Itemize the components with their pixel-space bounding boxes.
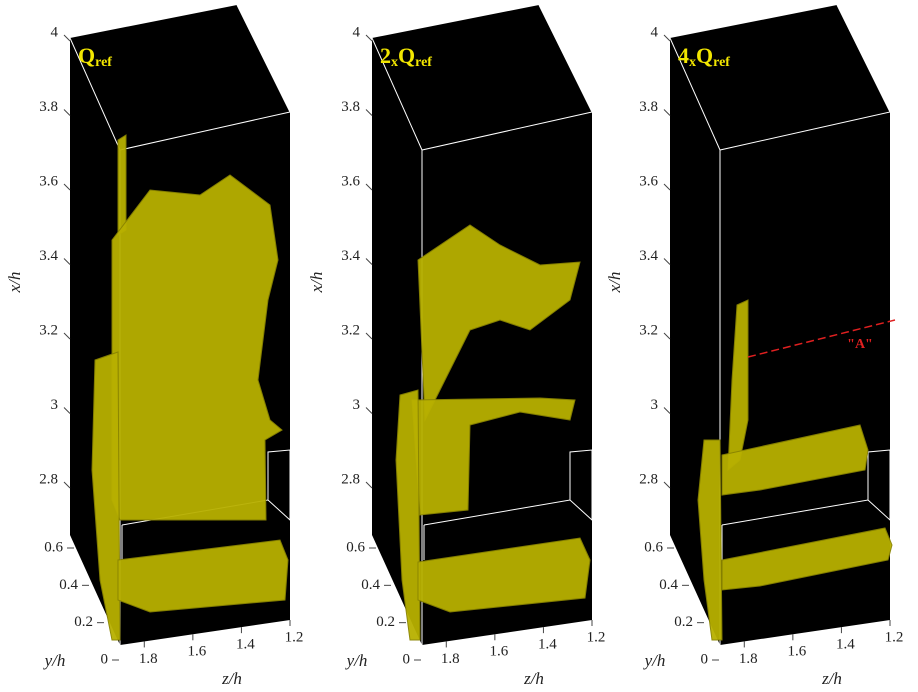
y-tick-label: 0.6 xyxy=(44,539,63,555)
x-tick-label: 4 xyxy=(353,24,361,40)
x-tick-label: 3.8 xyxy=(639,99,658,115)
x-tick-label: 2.8 xyxy=(39,471,58,487)
z-tick-label: 1.2 xyxy=(587,629,606,645)
z-tick-label: 1.8 xyxy=(139,651,158,667)
z-tick-label: 1.6 xyxy=(787,644,806,660)
z-axis-label: z/h xyxy=(221,669,242,688)
x-tick-label: 3.4 xyxy=(341,248,360,264)
label-part: x xyxy=(391,55,398,70)
x-tick xyxy=(664,259,670,265)
y-tick-label: 0 xyxy=(101,651,109,667)
x-tick xyxy=(664,184,670,190)
x-tick-label: 3 xyxy=(651,397,659,413)
z-tick-label: 1.6 xyxy=(187,644,206,660)
x-tick xyxy=(64,110,70,116)
z-tick-label: 1.2 xyxy=(285,629,304,645)
label-part: ref xyxy=(713,55,730,70)
x-tick xyxy=(664,110,670,116)
label-part: 4 xyxy=(678,43,689,68)
x-tick-label: 3.6 xyxy=(639,173,658,189)
y-tick-label: 0.2 xyxy=(376,614,395,630)
x-tick xyxy=(366,482,372,488)
x-tick xyxy=(64,184,70,190)
annotation: "A" xyxy=(847,337,873,352)
y-tick-label: 0.2 xyxy=(74,614,93,630)
isosurface xyxy=(396,390,420,640)
x-tick-label: 4 xyxy=(651,24,659,40)
x-tick xyxy=(664,482,670,488)
z-tick-label: 1.8 xyxy=(441,651,460,667)
y-tick-label: 0.4 xyxy=(59,577,78,593)
y-axis-label: y/h xyxy=(345,651,368,670)
x-tick xyxy=(366,333,372,339)
label-part: Q xyxy=(78,43,95,68)
x-tick xyxy=(366,184,372,190)
label-part: ref xyxy=(95,55,112,70)
y-tick-label: 0 xyxy=(403,651,411,667)
isosurface xyxy=(118,135,126,235)
x-tick xyxy=(64,333,70,339)
x-tick-label: 2.8 xyxy=(341,471,360,487)
x-tick-label: 3.2 xyxy=(639,322,658,338)
y-axis-label: y/h xyxy=(43,651,66,670)
panel: 2.8 3 3.2 3.4 3.6 3.8 4 0 0.2 0.4 0.6 1.8 1.6 1.4 1.2 x… xyxy=(5,5,303,688)
x-tick xyxy=(664,35,670,41)
x-tick-label: 3.2 xyxy=(39,322,58,338)
y-tick-label: 0.2 xyxy=(674,614,693,630)
z-tick-label: 1.4 xyxy=(538,637,557,653)
label-part: Q xyxy=(398,43,415,68)
isosurface xyxy=(698,440,722,640)
x-tick xyxy=(64,482,70,488)
x-tick-label: 3.6 xyxy=(39,173,58,189)
z-tick-label: 1.4 xyxy=(236,637,255,653)
x-tick-label: 3.8 xyxy=(341,99,360,115)
label-part: ref xyxy=(415,55,432,70)
z-tick-label: 1.8 xyxy=(739,651,758,667)
x-tick-label: 2.8 xyxy=(639,471,658,487)
x-tick xyxy=(64,259,70,265)
x-tick xyxy=(64,35,70,41)
y-tick-label: 0.4 xyxy=(659,577,678,593)
x-tick xyxy=(366,408,372,414)
x-tick-label: 3.4 xyxy=(639,248,658,264)
label-part: Q xyxy=(696,43,713,68)
x-tick xyxy=(64,408,70,414)
z-tick-label: 1.4 xyxy=(836,637,855,653)
y-tick-label: 0 xyxy=(701,651,709,667)
z-tick-label: 1.6 xyxy=(489,644,508,660)
isosurface xyxy=(92,352,120,640)
x-axis-label: x/h xyxy=(5,272,24,294)
figure: 2.8 3 3.2 3.4 3.6 3.8 4 0 0.2 0.4 0.6 1.8 1.6 1.4 1.2 x… xyxy=(0,0,918,692)
x-axis-label: x/h xyxy=(605,272,624,294)
x-tick-label: 4 xyxy=(51,24,59,40)
isosurface xyxy=(112,175,282,520)
z-axis-label: z/h xyxy=(821,669,842,688)
y-tick-label: 0.6 xyxy=(644,539,663,555)
panel: 2.8 3 3.2 3.4 3.6 3.8 4 0 0.2 0.4 0.6 1.8 1.6 1.4 1.2 x… xyxy=(307,5,605,688)
x-tick-label: 3 xyxy=(51,397,59,413)
panel: 2.8 3 3.2 3.4 3.6 3.8 4 0 0.2 0.4 0.6 1.8 1.6 1.4 1.2 x… xyxy=(605,5,903,688)
x-tick xyxy=(664,333,670,339)
y-tick-label: 0.4 xyxy=(361,577,380,593)
y-tick-label: 0.6 xyxy=(346,539,365,555)
y-axis-label: y/h xyxy=(643,651,666,670)
x-tick-label: 3 xyxy=(353,397,361,413)
x-axis-label: x/h xyxy=(307,272,326,294)
z-axis-label: z/h xyxy=(523,669,544,688)
x-tick xyxy=(366,35,372,41)
z-tick-label: 1.2 xyxy=(885,629,904,645)
x-tick-label: 3.6 xyxy=(341,173,360,189)
label-part: 2 xyxy=(380,43,391,68)
x-tick-label: 3.4 xyxy=(39,248,58,264)
x-tick xyxy=(366,259,372,265)
x-tick xyxy=(366,110,372,116)
x-tick xyxy=(664,408,670,414)
x-tick-label: 3.8 xyxy=(39,99,58,115)
x-tick-label: 3.2 xyxy=(341,322,360,338)
label-part: x xyxy=(689,55,696,70)
